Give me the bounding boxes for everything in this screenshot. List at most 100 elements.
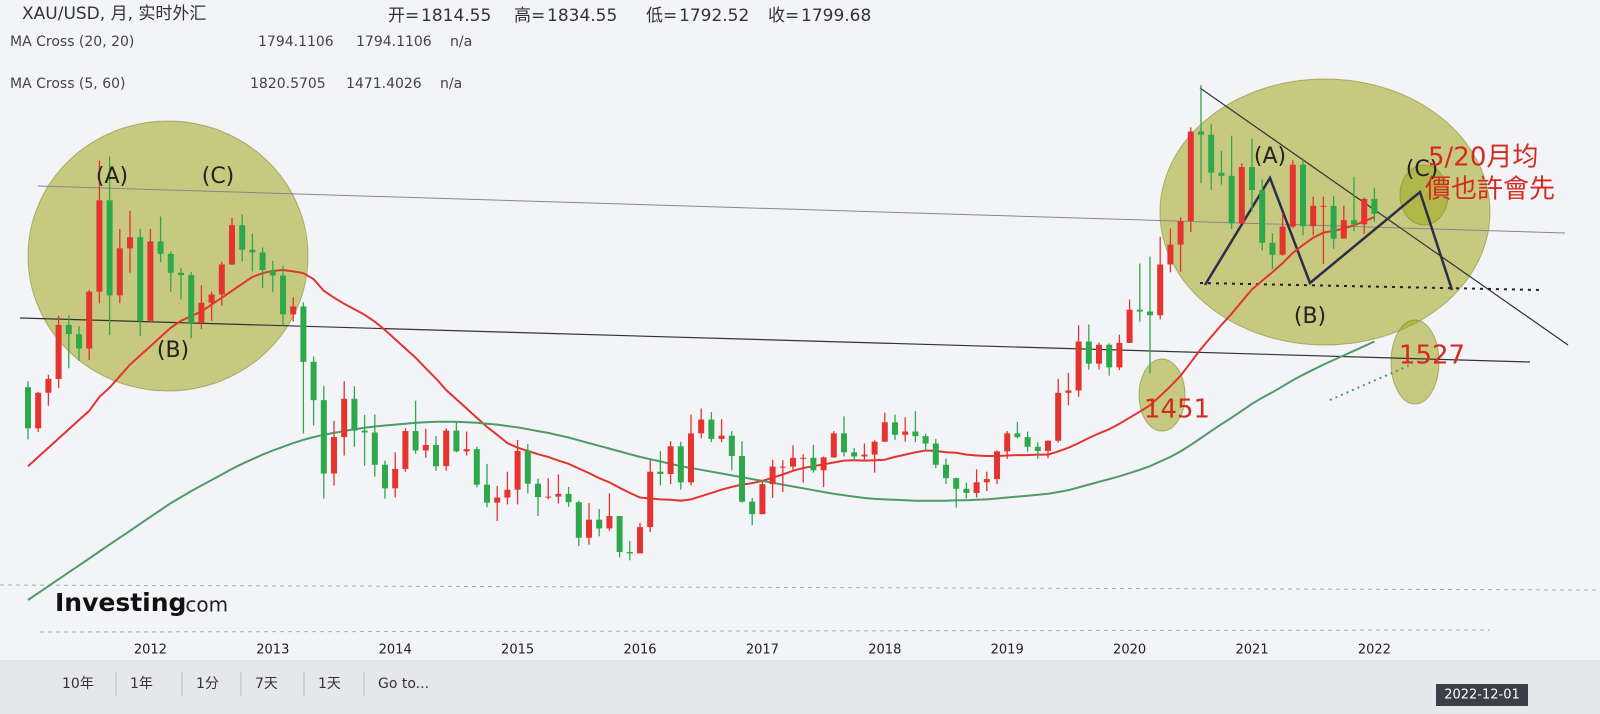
candle-body (973, 482, 980, 493)
dashed-line (0, 584, 1600, 591)
candle-body (1177, 221, 1184, 245)
candle-body (881, 422, 888, 442)
note: 價也許會先 (1425, 175, 1555, 205)
x-tick-label: 2016 (623, 643, 656, 658)
level-line (19, 317, 1531, 363)
candle-body (1300, 164, 1306, 227)
candle-body (167, 253, 174, 273)
candle-body (341, 398, 348, 438)
candle-body (96, 200, 103, 292)
candle-body (1371, 198, 1378, 214)
candle-body (657, 471, 664, 474)
candle-body (382, 464, 388, 489)
x-tick-label: 2015 (501, 643, 534, 658)
candle-body (1014, 433, 1021, 438)
candle-body (1361, 198, 1368, 225)
candle-body (677, 446, 684, 483)
zone (1159, 78, 1491, 346)
candle-body (218, 264, 225, 295)
candle-body (922, 436, 929, 444)
toolbar-bg (0, 660, 1600, 714)
candle-body (1187, 131, 1194, 222)
ohlc-label: 收= (768, 6, 799, 26)
candle-body (25, 387, 31, 429)
candle-body (830, 433, 837, 458)
candle-body (1147, 311, 1153, 316)
candle-body (1096, 344, 1102, 364)
x-tick-label: 2014 (379, 643, 412, 658)
candle-body (698, 419, 705, 434)
zone (1399, 164, 1449, 226)
candle-body (433, 444, 439, 467)
candle-body (739, 456, 745, 502)
x-tick-label: 2013 (256, 643, 289, 658)
indicator-name: MA Cross (5, 60) (10, 76, 125, 92)
candle-body (769, 466, 776, 485)
toolbar-button[interactable]: Go to... (378, 676, 429, 692)
candle-body (779, 466, 786, 468)
indicator-value: 1471.4026 (346, 76, 422, 92)
candle-body (280, 275, 286, 315)
toolbar-button[interactable]: 1天 (318, 676, 341, 692)
candle-body (851, 452, 858, 457)
x-tick-label: 2021 (1235, 643, 1268, 658)
wave-label: (B) (157, 338, 189, 363)
candle-body (402, 431, 409, 469)
candle-body (1259, 190, 1266, 243)
candle-body (1045, 440, 1051, 451)
x-tick-label: 2012 (134, 643, 167, 658)
candle-body (249, 249, 256, 253)
candle-body (484, 484, 490, 503)
candle-body (545, 496, 552, 498)
candle-body (688, 433, 694, 483)
wave-label: (A) (1254, 144, 1286, 169)
candle-body (494, 497, 501, 503)
wave-label: (A) (96, 164, 128, 189)
wave-label: (B) (1294, 304, 1326, 329)
candle-body (137, 237, 144, 321)
candle-body (1198, 131, 1204, 135)
candle-body (932, 443, 939, 465)
candle-body (1228, 175, 1235, 224)
toolbar-button[interactable]: 7天 (255, 676, 278, 692)
candle-body (810, 457, 817, 471)
candle-body (728, 435, 735, 456)
candle-body (892, 422, 898, 435)
toolbar-button[interactable]: 1年 (130, 676, 153, 692)
candle-body (800, 457, 807, 459)
candle-body (331, 437, 337, 474)
toolbar-button[interactable]: 10年 (62, 676, 94, 692)
indicator-value: 1794.1106 (356, 34, 432, 50)
candle-body (45, 378, 52, 393)
candle-body (953, 478, 960, 489)
candle-body (269, 270, 276, 276)
candle-body (504, 489, 511, 498)
zone (1390, 319, 1440, 405)
candle-body (1085, 341, 1092, 364)
candle-body (106, 200, 113, 296)
candle-body (127, 237, 133, 249)
ohlc-value: 1799.68 (801, 6, 871, 26)
plot (25, 85, 1378, 601)
candle-body (76, 334, 82, 349)
candle-body (1218, 172, 1225, 176)
x-tick-label: 2018 (868, 643, 901, 658)
candle-body (188, 275, 195, 324)
ohlc-label: 低= (646, 6, 677, 26)
candle-body (912, 431, 919, 437)
candle-body (55, 324, 62, 379)
candle-body (463, 449, 470, 452)
candle-body (575, 502, 582, 538)
candle-body (351, 398, 358, 431)
toolbar-button[interactable]: 1分 (196, 676, 219, 692)
candle-body (1269, 242, 1276, 255)
dashed-line (39, 629, 1491, 633)
candle-body (586, 519, 592, 538)
symbol: XAU/USD, 月, 实时外汇 (22, 4, 206, 24)
candle-body (718, 435, 725, 439)
candle-body (1238, 167, 1245, 224)
candle-body (116, 248, 123, 296)
indicator-value: 1794.1106 (258, 34, 334, 50)
candle-body (239, 225, 246, 250)
candle-body (1249, 167, 1255, 191)
